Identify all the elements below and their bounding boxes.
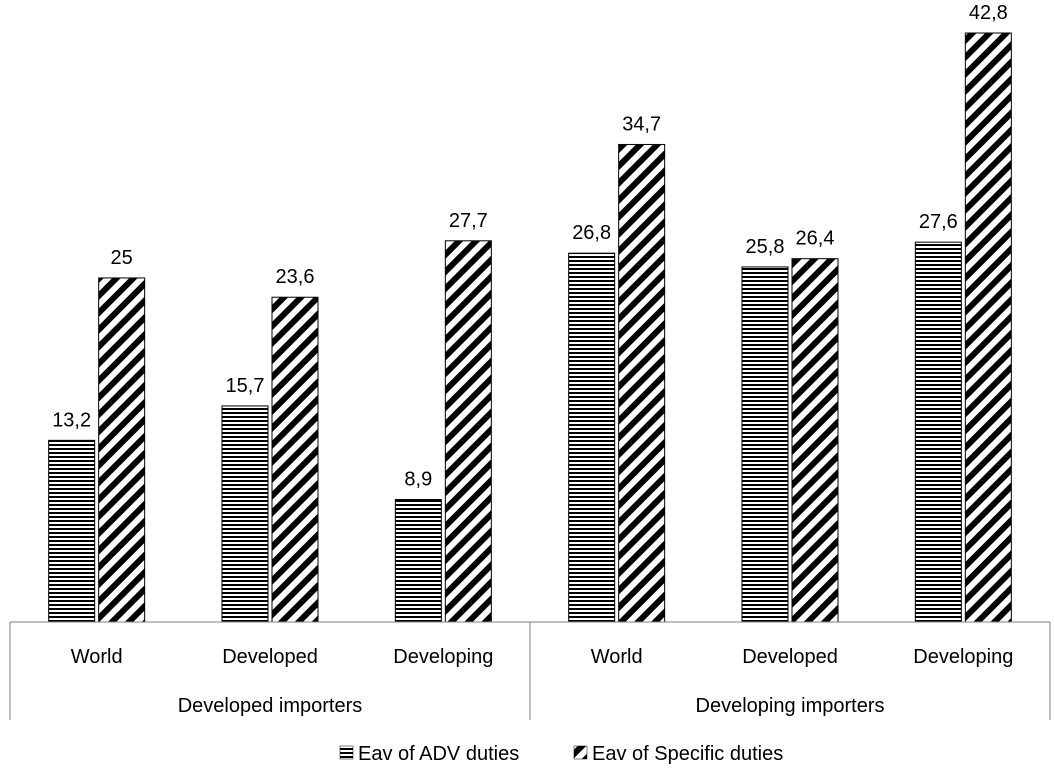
value-label-adv-2: 8,9 <box>404 469 432 491</box>
x-tick-label-1: Developed <box>222 646 318 668</box>
bar-specific-1 <box>271 296 319 623</box>
value-label-adv-1: 15,7 <box>226 375 265 397</box>
bar-adv-0 <box>48 439 96 623</box>
bar-adv-5 <box>914 241 962 623</box>
value-label-adv-5: 27,6 <box>919 211 958 233</box>
bar-specific-4 <box>791 258 839 623</box>
value-label-adv-0: 13,2 <box>52 409 91 431</box>
x-tick-label-4: Developed <box>742 646 838 668</box>
bars-layer <box>48 32 1012 623</box>
legend-swatch-specific <box>573 745 588 760</box>
bar-specific-3 <box>618 143 666 623</box>
bar-specific-0 <box>98 277 146 623</box>
bar-adv-4 <box>741 266 789 623</box>
value-label-specific-2: 27,7 <box>449 210 488 232</box>
value-label-specific-5: 42,8 <box>969 2 1008 24</box>
value-label-specific-3: 34,7 <box>622 113 661 135</box>
x-axis: World Developed Developing Developed import… <box>9 621 1051 720</box>
x-tick-label-2: Developing <box>393 646 493 668</box>
bar-adv-3 <box>568 252 616 623</box>
value-label-specific-0: 25 <box>111 247 133 269</box>
bar-adv-1 <box>221 405 269 623</box>
group-label-0: Developed importers <box>178 695 363 717</box>
legend: Eav of ADV duties Eav of Specific duties <box>339 743 783 765</box>
x-tick-label-5: Developing <box>913 646 1013 668</box>
value-label-adv-3: 26,8 <box>572 222 611 244</box>
value-label-specific-4: 26,4 <box>796 228 835 250</box>
x-tick-label-3: World <box>591 646 643 668</box>
bar-specific-2 <box>444 240 492 623</box>
value-label-specific-1: 23,6 <box>276 266 315 288</box>
value-label-adv-4: 25,8 <box>746 236 785 258</box>
x-tick-label-0: World <box>71 646 123 668</box>
legend-label-adv: Eav of ADV duties <box>358 743 519 765</box>
bar-adv-2 <box>394 499 442 623</box>
value-labels-layer: 13,2 25 15,7 23,6 8,9 27,7 26,8 34,7 25,8 26,4 27,… <box>52 2 1008 491</box>
bar-specific-5 <box>964 32 1012 623</box>
legend-label-specific: Eav of Specific duties <box>592 743 783 765</box>
group-label-1: Developing importers <box>696 695 885 717</box>
legend-swatch-adv <box>339 745 354 760</box>
